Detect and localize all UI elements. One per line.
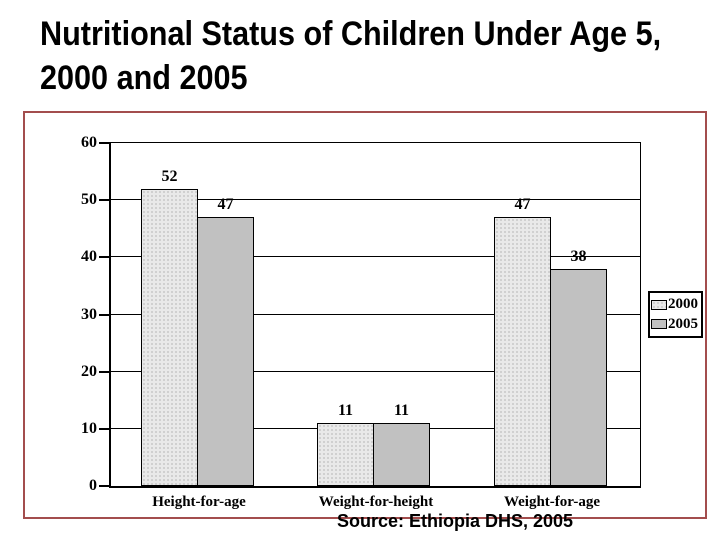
y-tick-mark-10	[99, 428, 109, 430]
legend-swatch-2005	[651, 319, 667, 330]
slide-title: Nutritional Status of Children Under Age…	[40, 12, 661, 100]
y-tick-label-40: 40	[81, 248, 97, 265]
bar-2005-height-for-age	[197, 217, 254, 486]
title-line-1: Nutritional Status of Children Under Age…	[40, 15, 662, 53]
gridline-40	[111, 256, 640, 257]
gridline-20	[111, 371, 640, 372]
plot-area: 52 47 11 11 47 38	[109, 142, 641, 488]
source-note: Source: Ethiopia DHS, 2005	[337, 511, 574, 531]
y-tick-mark-30	[99, 314, 109, 316]
data-label-2005-height-for-age: 47	[217, 196, 234, 213]
data-label-2000-weight-for-age: 47	[514, 196, 531, 213]
chart-legend: 2000 2005	[648, 291, 703, 338]
legend-swatch-2000	[651, 299, 667, 310]
y-tick-label-60: 60	[81, 134, 97, 151]
bar-2005-weight-for-height	[373, 423, 430, 486]
gridline-30	[111, 314, 640, 315]
bar-2005-weight-for-age	[550, 269, 607, 486]
data-label-2000-weight-for-height: 11	[337, 402, 354, 419]
y-tick-label-10: 10	[81, 420, 97, 437]
legend-label-2000: 2000	[668, 296, 698, 313]
y-tick-mark-40	[99, 256, 109, 258]
legend-label-2005: 2005	[668, 315, 698, 332]
title-line-2: 2000 and 2005	[40, 59, 248, 97]
category-label-height-for-age: Height-for-age	[152, 494, 246, 510]
y-tick-label-0: 0	[89, 477, 97, 494]
y-tick-label-50: 50	[81, 191, 97, 208]
y-tick-label-30: 30	[81, 306, 97, 323]
bar-2000-weight-for-age	[494, 217, 551, 486]
y-tick-mark-0	[99, 485, 109, 487]
data-label-2000-height-for-age: 52	[161, 168, 178, 185]
chart-frame: 52 47 11 11 47 38 2000 2005 0 10 20 30 40 50 60 Heigh…	[23, 111, 707, 519]
category-label-weight-for-height: Weight-for-height	[318, 494, 434, 510]
legend-item-2005: 2005	[651, 316, 700, 333]
y-tick-mark-50	[99, 199, 109, 201]
bar-2000-weight-for-height	[317, 423, 374, 486]
bar-2000-height-for-age	[141, 189, 198, 486]
y-tick-label-20: 20	[81, 363, 97, 380]
y-tick-mark-20	[99, 371, 109, 373]
y-tick-mark-60	[99, 142, 109, 144]
data-label-2005-weight-for-height: 11	[393, 402, 410, 419]
gridline-50	[111, 199, 640, 200]
category-label-weight-for-age: Weight-for-age	[503, 494, 601, 510]
legend-item-2000: 2000	[651, 296, 700, 313]
data-label-2005-weight-for-age: 38	[570, 248, 587, 265]
